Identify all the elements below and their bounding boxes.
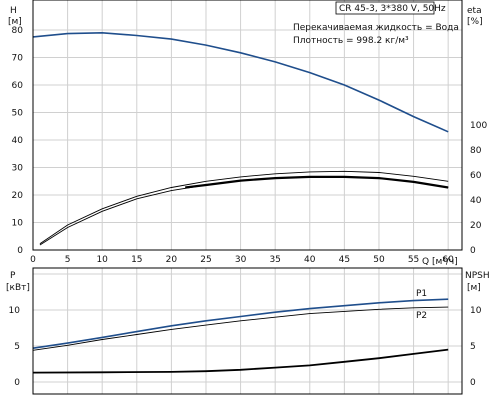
bottom-panel-frame	[32, 267, 463, 395]
x-tick-5: 5	[65, 255, 71, 265]
y-left-tick-40: 40	[12, 136, 24, 146]
y-left-tick-50: 50	[12, 109, 24, 119]
title-line-3: Плотность = 998.2 кг/м³	[293, 36, 409, 46]
x-axis-label: Q [м³/ч]	[422, 257, 458, 267]
y-right-tick-bottom-5: 5	[470, 342, 476, 352]
y-left-tick-30: 30	[12, 164, 24, 174]
y-left-tick-bottom-10: 10	[9, 306, 21, 316]
y-right-tick-20: 20	[470, 221, 482, 231]
x-tick-30: 30	[235, 255, 247, 265]
top-curve-0	[32, 31, 449, 133]
y-left-tick-bottom-0: 0	[14, 378, 20, 388]
bottom-curve-1	[32, 306, 449, 351]
tick-labels: 0 5 10 15 20 25 30 35 40 45 50 55 600102030405060708…	[9, 26, 488, 388]
bottom-curve-0	[32, 298, 449, 349]
x-tick-25: 25	[200, 255, 211, 265]
y-right-tick-80: 80	[470, 146, 482, 156]
x-tick-15: 15	[131, 255, 142, 265]
x-tick-50: 50	[373, 255, 385, 265]
y-left-label-top: H	[10, 6, 17, 16]
y-left-tick-0: 0	[17, 246, 23, 256]
y-right-tick-100: 100	[470, 121, 487, 131]
x-tick-60: 60	[442, 255, 454, 265]
y-right-tick-0: 0	[470, 246, 476, 256]
y-right-tick-60: 60	[470, 171, 482, 181]
x-tick-10: 10	[96, 255, 108, 265]
y-left-tick-20: 20	[12, 191, 24, 201]
y-left-tick-10: 10	[12, 219, 24, 229]
y-left-tick-bottom-5: 5	[14, 342, 20, 352]
y-right-tick-bottom-10: 10	[470, 306, 482, 316]
y-left-tick-80: 80	[12, 26, 24, 36]
y-left-label-bottom: P	[10, 271, 16, 281]
top-curve-1	[39, 170, 449, 245]
curves	[32, 31, 449, 374]
y-left-unit-bottom: [кВт]	[6, 283, 30, 293]
y-right-unit-top: [%]	[467, 17, 483, 27]
series-label-p1: P1	[416, 289, 427, 299]
top-curve-3	[185, 175, 449, 189]
y-left-tick-70: 70	[12, 54, 24, 64]
y-right-label-top: eta	[467, 6, 482, 16]
bottom-curve-2	[32, 348, 449, 374]
y-left-unit-top: [м]	[8, 17, 22, 27]
x-tick-20: 20	[166, 255, 178, 265]
y-left-tick-60: 60	[12, 81, 24, 91]
x-tick-55: 55	[408, 255, 419, 265]
x-tick-45: 45	[339, 255, 350, 265]
x-tick-40: 40	[304, 255, 316, 265]
y-right-unit-bottom: [м]	[467, 283, 481, 293]
x-tick-35: 35	[269, 255, 280, 265]
title-line-1: CR 45-3, 3*380 V, 50Hz	[339, 4, 446, 14]
y-right-label-bottom: NPSH	[465, 271, 490, 281]
series-label-p2: P2	[416, 311, 427, 321]
title-box	[335, 1, 435, 15]
title-line-2: Перекачиваемая жидкость = Вода	[293, 23, 459, 33]
y-right-tick-40: 40	[470, 196, 482, 206]
x-tick-0: 0	[30, 255, 36, 265]
y-right-tick-bottom-0: 0	[470, 378, 476, 388]
